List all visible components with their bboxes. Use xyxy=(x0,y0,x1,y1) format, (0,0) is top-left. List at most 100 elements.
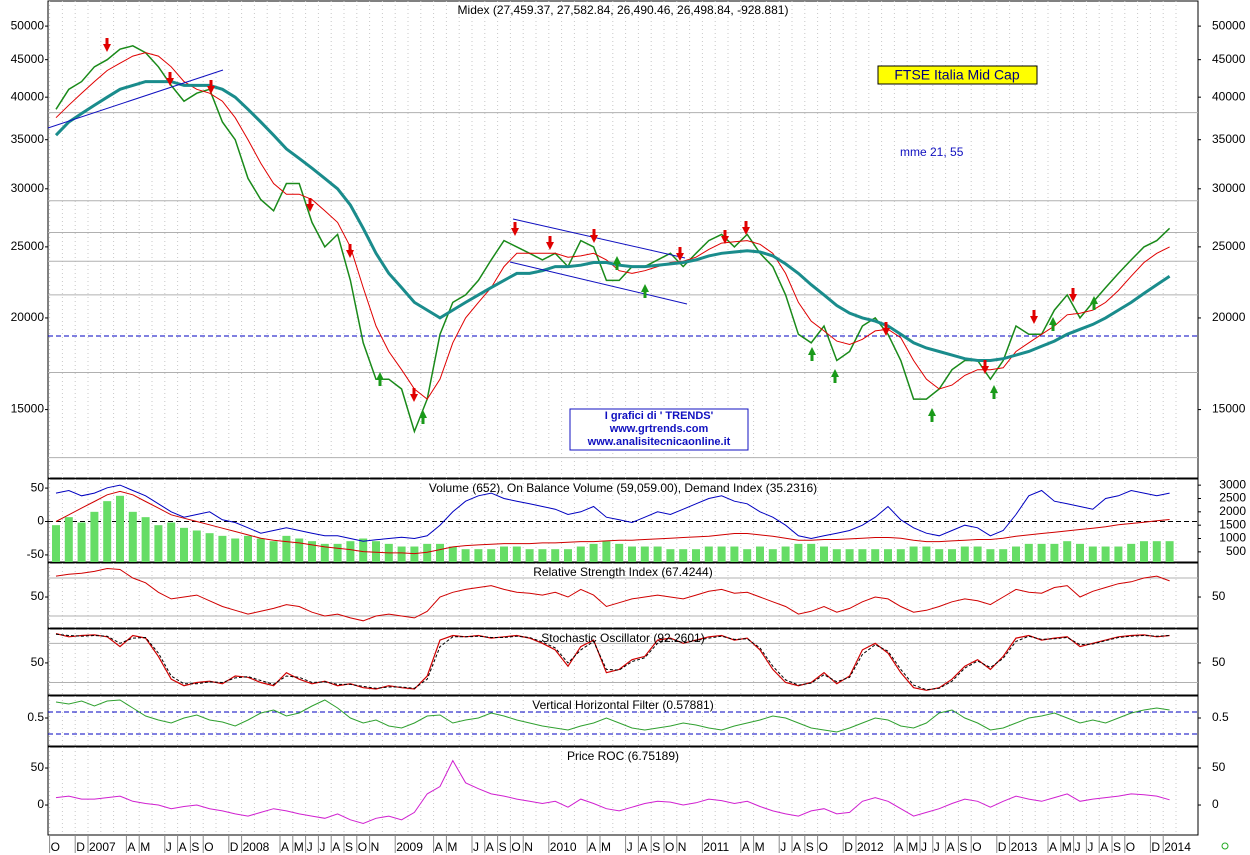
series-line xyxy=(55,633,1170,691)
volume-bar xyxy=(397,546,406,562)
x-tick-label: N xyxy=(524,840,533,854)
x-tick-label: J xyxy=(473,840,479,854)
volume-bar xyxy=(500,546,508,562)
x-tick-label: O xyxy=(819,840,828,854)
volume-bar xyxy=(525,549,534,562)
volume-bar xyxy=(820,546,828,562)
volume-bar xyxy=(884,549,892,562)
x-tick-label: 2014 xyxy=(1164,840,1191,854)
y-tick-label: 15000 xyxy=(11,402,45,416)
x-tick-label: S xyxy=(1113,840,1121,854)
x-tick-label: J xyxy=(921,840,927,854)
x-tick-label: M xyxy=(755,840,765,854)
y-tick-label: 25000 xyxy=(1212,239,1246,253)
x-tick-label: A xyxy=(639,840,647,854)
volume-bar xyxy=(679,549,688,562)
y-tick-label: 35000 xyxy=(1212,132,1246,146)
volume-bar xyxy=(602,541,611,562)
volume-bar xyxy=(653,546,662,562)
credits-box xyxy=(569,408,749,451)
volume-bar xyxy=(231,538,240,562)
y2-tick-label: 500 xyxy=(1226,544,1246,558)
volume-bar xyxy=(103,501,112,562)
volume-bar xyxy=(320,543,329,562)
x-tick-label: 2013 xyxy=(1011,840,1038,854)
trend-lines xyxy=(47,69,688,305)
x-tick-label: M xyxy=(140,840,150,854)
volume-bar xyxy=(359,538,368,562)
volume-bar xyxy=(333,543,342,562)
y-tick-label: 25000 xyxy=(11,239,45,253)
x-tick-label: S xyxy=(959,840,967,854)
x-tick-label: A xyxy=(435,840,443,854)
volume-bar xyxy=(743,549,752,562)
volume-bar xyxy=(1037,543,1046,562)
x-tick-label: J xyxy=(627,840,633,854)
trend-line xyxy=(509,261,688,305)
x-tick-label: A xyxy=(332,840,340,854)
y-tick-label: 50 xyxy=(1212,760,1226,774)
x-tick-label: J xyxy=(934,840,940,854)
volume-bar xyxy=(372,541,380,562)
volume-bar xyxy=(116,495,124,562)
y-tick-label: 35000 xyxy=(11,132,45,146)
y2-tick-label: 2000 xyxy=(1219,504,1246,518)
panel-title: Price ROC (6.75189) xyxy=(567,749,679,763)
x-tick-label: A xyxy=(588,840,596,854)
x-tick-label: J xyxy=(319,840,325,854)
volume-bar xyxy=(1024,543,1033,562)
y2-tick-label: 1500 xyxy=(1219,517,1246,531)
volume-bar xyxy=(90,511,99,562)
volume-bar xyxy=(461,549,470,562)
x-tick-label: J xyxy=(1075,840,1081,854)
series-line xyxy=(55,759,1170,825)
volume-bar xyxy=(576,546,585,562)
x-tick-label: M xyxy=(601,840,611,854)
y-tick-label: 0 xyxy=(37,514,44,528)
volume-bar xyxy=(1127,543,1136,562)
x-tick-label: S xyxy=(191,840,199,854)
volume-bar xyxy=(512,546,521,562)
x-tick-label: 2010 xyxy=(550,840,577,854)
volume-bar xyxy=(973,546,982,562)
volume-bar xyxy=(141,517,150,562)
volume-bar xyxy=(615,543,624,562)
x-tick-label: M xyxy=(447,840,457,854)
volume-bar xyxy=(756,546,764,562)
volume-bar xyxy=(1050,543,1059,562)
y-tick-label: 50 xyxy=(1212,655,1226,669)
volume-bar xyxy=(1012,546,1020,562)
volume-bar xyxy=(832,549,841,562)
volume-bar xyxy=(1165,541,1174,562)
volume-bar xyxy=(730,546,739,562)
x-tick-label: O xyxy=(972,840,981,854)
volume-bar xyxy=(128,511,137,562)
y-tick-label: 50 xyxy=(1212,589,1226,603)
y-tick-label: 45000 xyxy=(1212,52,1246,66)
panel-title: Midex (27,459.37, 27,582.84, 26,490.46, … xyxy=(458,3,789,17)
y2-tick-label: 3000 xyxy=(1219,477,1246,491)
volume-bar xyxy=(538,549,547,562)
x-tick-label: D xyxy=(844,840,853,854)
panel-title: Vertical Horizontal Filter (0.57881) xyxy=(532,698,713,712)
volume-bar xyxy=(768,549,777,562)
x-tick-label: D xyxy=(76,840,85,854)
y2-tick-label: 2500 xyxy=(1219,491,1246,505)
volume-bar xyxy=(1140,541,1148,562)
x-tick-label: 2008 xyxy=(243,840,270,854)
volume-bar xyxy=(52,525,60,562)
x-tick-label: N xyxy=(371,840,380,854)
volume-bar xyxy=(1063,541,1072,562)
volume-bar xyxy=(410,546,419,562)
series-line xyxy=(55,490,1170,555)
x-tick-label: A xyxy=(127,840,135,854)
volume-bar xyxy=(64,517,73,562)
volume-bar xyxy=(192,530,201,562)
x-tick-label: A xyxy=(793,840,801,854)
x-tick-label: J xyxy=(780,840,786,854)
volume-bar xyxy=(77,522,86,562)
y-tick-label: 50000 xyxy=(1212,18,1246,32)
x-tick-label: A xyxy=(1100,840,1108,854)
x-tick-label: O xyxy=(665,840,674,854)
